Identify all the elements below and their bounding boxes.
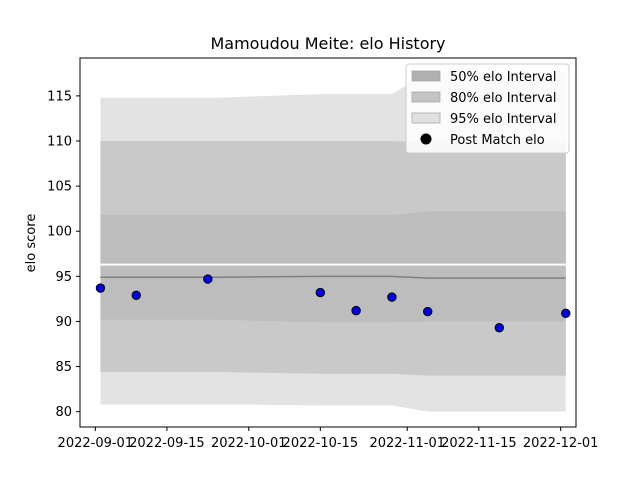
legend-swatch — [412, 71, 440, 81]
post-match-point — [132, 291, 140, 299]
y-tick-label: 115 — [47, 89, 72, 104]
y-tick-label: 85 — [55, 360, 72, 375]
legend-label: Post Match elo — [450, 133, 545, 148]
y-tick-label: 100 — [47, 225, 72, 240]
post-match-point — [424, 307, 432, 315]
y-tick-label: 80 — [55, 405, 72, 420]
legend-swatch — [412, 113, 440, 123]
y-tick-label: 105 — [47, 180, 72, 195]
band-50-interval — [100, 211, 565, 322]
legend-label: 50% elo Interval — [450, 70, 557, 85]
chart-title: Mamoudou Meite: elo History — [210, 34, 445, 53]
x-tick-label: 2022-10-01 — [211, 436, 287, 451]
post-match-point — [204, 275, 212, 283]
post-match-point — [316, 288, 324, 296]
legend-swatch — [412, 92, 440, 102]
legend-marker — [421, 134, 432, 145]
y-tick-label: 110 — [47, 135, 72, 150]
legend: 50% elo Interval 80% elo Interval 95% elo … — [406, 64, 569, 153]
post-match-point — [388, 293, 396, 301]
x-tick-label: 2022-12-01 — [523, 436, 599, 451]
y-tick-label: 90 — [55, 315, 72, 330]
legend-label: 80% elo Interval — [450, 91, 557, 106]
post-match-point — [562, 309, 570, 317]
post-match-point — [495, 324, 503, 332]
x-tick-label: 2022-09-15 — [129, 436, 205, 451]
legend-label: 95% elo Interval — [450, 112, 557, 127]
x-tick-label: 2022-09-01 — [58, 436, 134, 451]
x-tick-label: 2022-11-01 — [369, 436, 445, 451]
post-match-point — [352, 306, 360, 314]
x-tick-label: 2022-10-15 — [283, 436, 359, 451]
post-match-point — [96, 284, 104, 292]
y-tick-label: 95 — [55, 270, 72, 285]
y-axis-title: elo score — [24, 214, 39, 273]
x-tick-label: 2022-11-15 — [441, 436, 517, 451]
